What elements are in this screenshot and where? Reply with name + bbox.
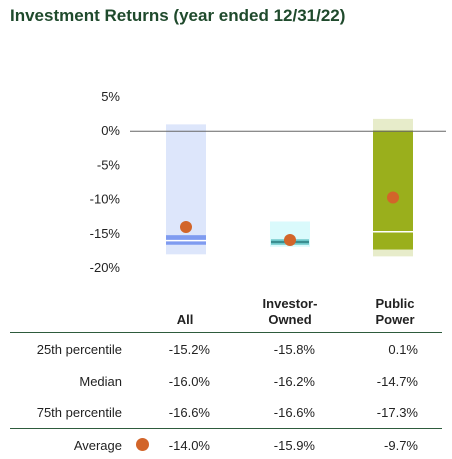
chart-title: Investment Returns (year ended 12/31/22) [10, 6, 346, 25]
cell-all: -14.0% [168, 438, 210, 453]
table-average-rule [10, 428, 442, 429]
average-marker [387, 191, 399, 204]
cell-all: -16.0% [168, 374, 210, 389]
category-header-investor-owned: Investor- Owned [250, 296, 330, 328]
y-tick-label: -20% [90, 260, 121, 275]
y-tick-label: -5% [97, 157, 121, 172]
cell-investor-owned: -15.9% [273, 438, 315, 453]
range-band [166, 124, 206, 255]
cell-all: -15.2% [168, 342, 210, 357]
y-tick-label: 5% [101, 89, 120, 104]
category-header-line: Investor- [262, 296, 318, 311]
category-header-line: Owned [268, 312, 312, 327]
cell-investor-owned: -16.2% [273, 374, 315, 389]
box-chart: 5% 0% -5% -10% -15% -20% [90, 89, 446, 275]
row-label: 25th percentile [36, 342, 122, 357]
y-tick-label: -10% [90, 192, 121, 207]
cell-public-power: 0.1% [388, 342, 418, 357]
category-header-line: Power [375, 312, 415, 327]
cell-public-power: -14.7% [376, 374, 418, 389]
row-label: 75th percentile [36, 405, 122, 420]
table-top-rule [10, 332, 442, 333]
cell-investor-owned: -15.8% [273, 342, 315, 357]
cell-public-power: -17.3% [376, 405, 418, 420]
average-marker [180, 220, 192, 233]
average-legend-marker-icon [136, 438, 149, 451]
y-tick-label: -15% [90, 226, 121, 241]
cell-investor-owned: -16.6% [273, 405, 315, 420]
cell-public-power: -9.7% [384, 438, 418, 453]
category-header-line: All [176, 312, 194, 327]
average-marker [284, 233, 296, 246]
y-tick-label: 0% [101, 123, 120, 138]
category-header-all: All [150, 312, 220, 328]
category-header-line: Public [375, 296, 415, 311]
row-label: Median [79, 374, 122, 389]
category-header-public-power: Public Power [355, 296, 435, 328]
cell-all: -16.6% [168, 405, 210, 420]
row-label: Average [73, 438, 122, 453]
iqr-box [373, 130, 413, 250]
